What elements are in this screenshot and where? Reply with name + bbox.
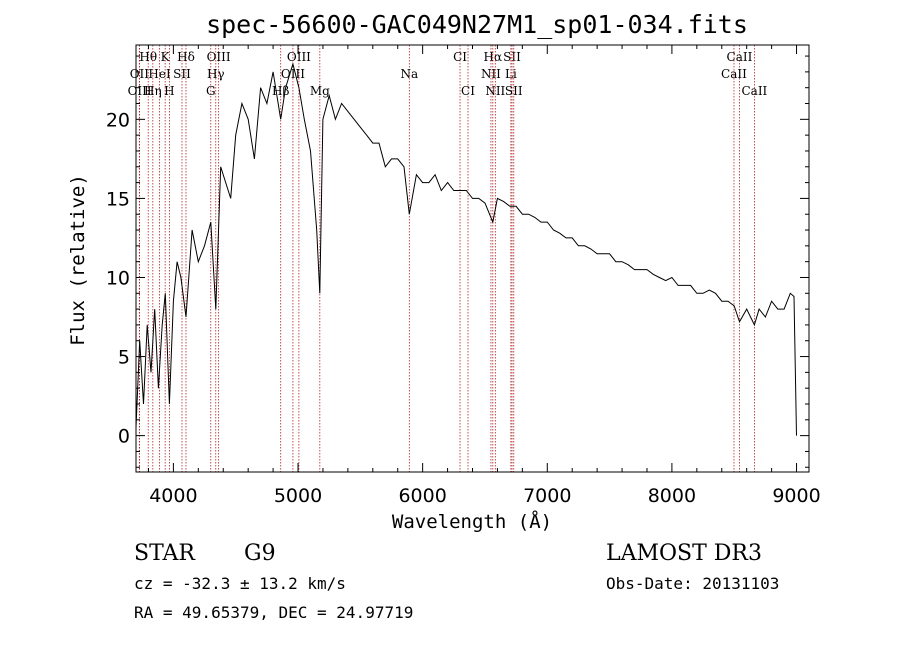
spectral-line-label: SII: [173, 67, 191, 81]
x-axis-label: Wavelength (Å): [392, 510, 552, 533]
x-tick-label: 6000: [398, 485, 446, 507]
spectral-line-label: H: [164, 84, 174, 98]
spectral-line-label: SII: [505, 84, 523, 98]
spectral-line-label: CI: [453, 50, 467, 64]
spectral-line-label: NII: [485, 84, 505, 98]
y-tick-label: 15: [106, 188, 130, 210]
spectral-line-label: HeI: [148, 67, 171, 81]
y-tick-label: 5: [118, 347, 130, 369]
spectral-line-label: Mg: [310, 84, 330, 98]
y-axis-ticks: 0 5 10 15 20: [106, 55, 809, 468]
x-tick-label: 9000: [772, 485, 820, 507]
x-tick-label: 4000: [149, 485, 197, 507]
spectral-line-label: OIII: [287, 50, 311, 64]
survey-name: LAMOST DR3: [606, 541, 762, 566]
spectral-line-label: SII: [503, 50, 521, 64]
y-tick-label: 0: [118, 426, 130, 448]
plot-frame: [135, 44, 810, 473]
obs-date: Obs-Date: 20131103: [606, 574, 779, 593]
spectral-line-label: Li: [505, 67, 517, 81]
spectral-line-label: OII: [130, 67, 150, 81]
x-tick-label: 8000: [648, 485, 696, 507]
spectral-line-label: CaII: [721, 67, 747, 81]
spectral-line-label: CI: [461, 84, 475, 98]
spectrum-line: [135, 62, 797, 436]
ra-dec: RA = 49.65379, DEC = 24.97719: [134, 603, 413, 622]
y-axis-label: Flux (relative): [67, 174, 89, 346]
redshift-cz: cz = -32.3 ± 13.2 km/s: [134, 574, 346, 593]
x-tick-label: 5000: [274, 485, 322, 507]
spectral-line-label: G: [206, 84, 216, 98]
x-axis-ticks: 4000 5000 6000 7000 8000 9000: [147, 45, 821, 507]
chart-title: spec-56600-GAC049N27M1_sp01-034.fits: [206, 10, 748, 39]
object-subclass: G9: [244, 541, 276, 566]
spectral-line-label: OIII: [128, 84, 152, 98]
spectral-line-label: CaII: [741, 84, 767, 98]
spectral-line-label: Hα: [484, 50, 503, 64]
spectral-line-label: NII: [481, 67, 501, 81]
spectral-line-label: OIII: [207, 50, 231, 64]
spectral-line-label: Na: [400, 67, 418, 81]
spectral-line-label: OIII: [281, 67, 305, 81]
spectral-line-label: Hδ: [177, 50, 195, 64]
spectral-line-label: Hη: [144, 84, 162, 98]
spectral-line-label: Hγ: [207, 67, 225, 81]
spectral-line-label: Hθ: [139, 50, 157, 64]
spectral-line-label: K: [161, 50, 171, 64]
object-class: STAR: [134, 541, 196, 566]
x-tick-label: 7000: [523, 485, 571, 507]
spectral-line-label: CaII: [727, 50, 753, 64]
y-tick-label: 10: [106, 267, 130, 289]
y-tick-label: 20: [106, 109, 130, 131]
spectral-line-label: Hβ: [272, 84, 289, 98]
spectrum-series: [135, 62, 797, 436]
